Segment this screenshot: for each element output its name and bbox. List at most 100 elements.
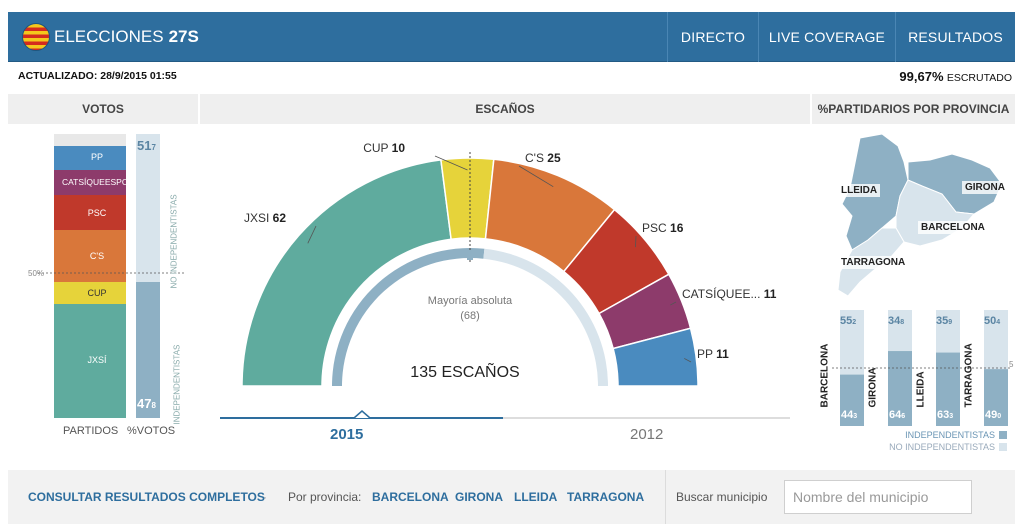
prov-bar-indep-1[interactable]: [888, 351, 912, 426]
municipality-search-input[interactable]: [784, 480, 972, 514]
map-label-barcelona: BARCELONA: [918, 221, 988, 234]
inner-ring-no-indep[interactable]: [483, 248, 608, 386]
brand[interactable]: ELECCIONES 27S: [22, 22, 199, 52]
no-indep-vertical-label: NO INDEPENDENTISTAS: [169, 194, 179, 289]
prov-name-lleida: LLEIDA: [915, 371, 927, 408]
province-link-barcelona[interactable]: BARCELONA: [372, 490, 449, 504]
seat-value-3: 16: [670, 221, 684, 235]
seat-value-1: 10: [392, 141, 406, 155]
prov-fifty-label: 5: [1009, 360, 1014, 369]
by-province-label: Por provincia:: [288, 490, 362, 504]
vote-label-jxsi: JXSÍ: [87, 355, 107, 365]
seat-label-0: JXSI 62: [244, 211, 286, 225]
seat-leader-line-3: [635, 235, 637, 248]
prov-bar-indep-0[interactable]: [840, 374, 864, 426]
legend-indep-swatch: [999, 431, 1007, 439]
col-votos-label: %VOTOS: [127, 425, 176, 437]
majority-value: (68): [460, 310, 480, 322]
vote-label-cup: CUP: [87, 288, 107, 298]
counted-status: 99,67% ESCRUTADO: [899, 69, 1012, 84]
vote-label-cs: C'S: [89, 251, 105, 261]
prov-girona-indep: 646: [889, 409, 906, 421]
prov-bar-indep-3[interactable]: [984, 369, 1008, 426]
province-link-girona[interactable]: GIRONA: [455, 490, 503, 504]
seat-leader-line-1: [434, 155, 468, 171]
seat-value-0: 62: [273, 211, 287, 225]
seat-label-3: PSC 16: [642, 221, 684, 235]
votes-panel: PP CATSÍQUEESPOT PSC C'S CUP JXSÍ 50% 51…: [8, 124, 198, 458]
seats-hemicycle-chart: JXSI 62 CUP 10 C'S 25 PSC 16 CATSÍQUEE... 11…: [220, 141, 790, 419]
prov-lleida-no-indep: 359: [936, 315, 953, 327]
province-bar-chart: [832, 310, 1012, 426]
indep-value: 478: [137, 396, 156, 411]
no-indep-value: 517: [137, 138, 156, 153]
legend-indep-label: INDEPENDENTISTAS: [905, 430, 995, 440]
seat-leader-line-4: [670, 301, 677, 306]
legend-no-indep-label: NO INDEPENDENTISTAS: [889, 442, 995, 452]
majority-label: Mayoría absoluta: [427, 295, 513, 307]
total-seats-label: 135 ESCAÑOS: [410, 364, 520, 381]
prov-barcelona-no-indep: 552: [840, 315, 857, 327]
brand-title-bold: 27S: [168, 27, 199, 46]
prov-bar-indep-2[interactable]: [936, 352, 960, 426]
votes-stacked-bars: [38, 134, 184, 418]
tab-2012[interactable]: 2012: [630, 426, 664, 443]
vote-seg-cup[interactable]: [54, 282, 126, 304]
vote-seg-jxsi[interactable]: [54, 304, 126, 418]
indep-bar[interactable]: [136, 282, 160, 418]
tab-2015[interactable]: 2015: [330, 426, 364, 443]
search-label: Buscar municipio: [676, 490, 768, 504]
seat-label-5: PP 11: [697, 347, 729, 361]
seat-value-4: 11: [764, 287, 777, 301]
seat-segment-0[interactable]: [241, 159, 452, 387]
top-navigation-bar: ELECCIONES 27S DIRECTO LIVE COVERAGE RESU…: [8, 12, 1015, 62]
vote-seg-psc[interactable]: [54, 195, 126, 230]
catalan-flag-icon: [22, 23, 50, 51]
seat-leader-line-5: [684, 358, 692, 363]
indep-vertical-label: INDEPENDENTISTAS: [172, 344, 182, 425]
majority-marker: [467, 250, 473, 260]
seat-leader-line-2: [518, 165, 554, 188]
seat-value-5: 11: [716, 347, 729, 361]
map-label-girona: GIRONA: [962, 181, 1008, 194]
province-panel: LLEIDA GIRONA BARCELONA TARRAGONA 552 34…: [812, 124, 1015, 458]
fifty-percent-label: 50%: [28, 269, 45, 278]
nav-resultados[interactable]: RESULTADOS: [895, 12, 1015, 62]
updated-timestamp: ACTUALIZADO: 28/9/2015 01:55: [18, 70, 177, 82]
province-link-lleida[interactable]: LLEIDA: [514, 490, 558, 504]
counted-label: ESCRUTADO: [946, 72, 1012, 84]
brand-title: ELECCIONES: [54, 27, 164, 46]
separator-dot: ·: [263, 490, 267, 504]
prov-girona-no-indep: 348: [888, 315, 905, 327]
catalonia-map[interactable]: [812, 124, 1015, 304]
province-panel-title: %PARTIDARIOS POR PROVINCIA: [812, 94, 1015, 124]
votes-panel-title: VOTOS: [8, 94, 198, 124]
legend-no-indep-swatch: [999, 443, 1007, 451]
vote-label-psc: PSC: [87, 208, 107, 218]
full-results-link[interactable]: CONSULTAR RESULTADOS COMPLETOS: [28, 490, 265, 504]
seat-value-2: 25: [547, 151, 561, 165]
map-label-lleida: LLEIDA: [838, 184, 881, 197]
seat-label-2: C'S 25: [525, 151, 561, 165]
prov-name-barcelona: BARCELONA: [819, 343, 831, 408]
col-partidos-label: PARTIDOS: [63, 425, 119, 437]
nav-directo[interactable]: DIRECTO: [667, 12, 758, 62]
no-indep-bar[interactable]: [136, 134, 160, 282]
vote-seg-pp[interactable]: [54, 146, 126, 170]
counted-value: 99,67%: [899, 69, 944, 84]
seats-panel: JXSI 62 CUP 10 C'S 25 PSC 16 CATSÍQUEE... 11…: [200, 124, 810, 458]
prov-tarragona-indep: 490: [985, 409, 1002, 421]
seats-panel-title: ESCAÑOS: [200, 94, 810, 124]
prov-tarragona-no-indep: 504: [984, 315, 1001, 327]
nav-live-coverage[interactable]: LIVE COVERAGE: [758, 12, 895, 62]
seat-segment-5[interactable]: [612, 327, 699, 387]
prov-lleida-indep: 633: [937, 409, 954, 421]
prov-barcelona-indep: 443: [841, 409, 858, 421]
prov-name-tarragona: TARRAGONA: [963, 343, 975, 408]
seat-label-1: CUP 10: [363, 141, 405, 155]
province-link-tarragona[interactable]: TARRAGONA: [567, 490, 645, 504]
vote-seg-catsiqueespot[interactable]: [54, 170, 126, 195]
bottom-bar: CONSULTAR RESULTADOS COMPLETOS · Por pro…: [8, 470, 1015, 524]
seat-label-4: CATSÍQUEE... 11: [682, 286, 777, 301]
footer-divider: [665, 470, 666, 524]
